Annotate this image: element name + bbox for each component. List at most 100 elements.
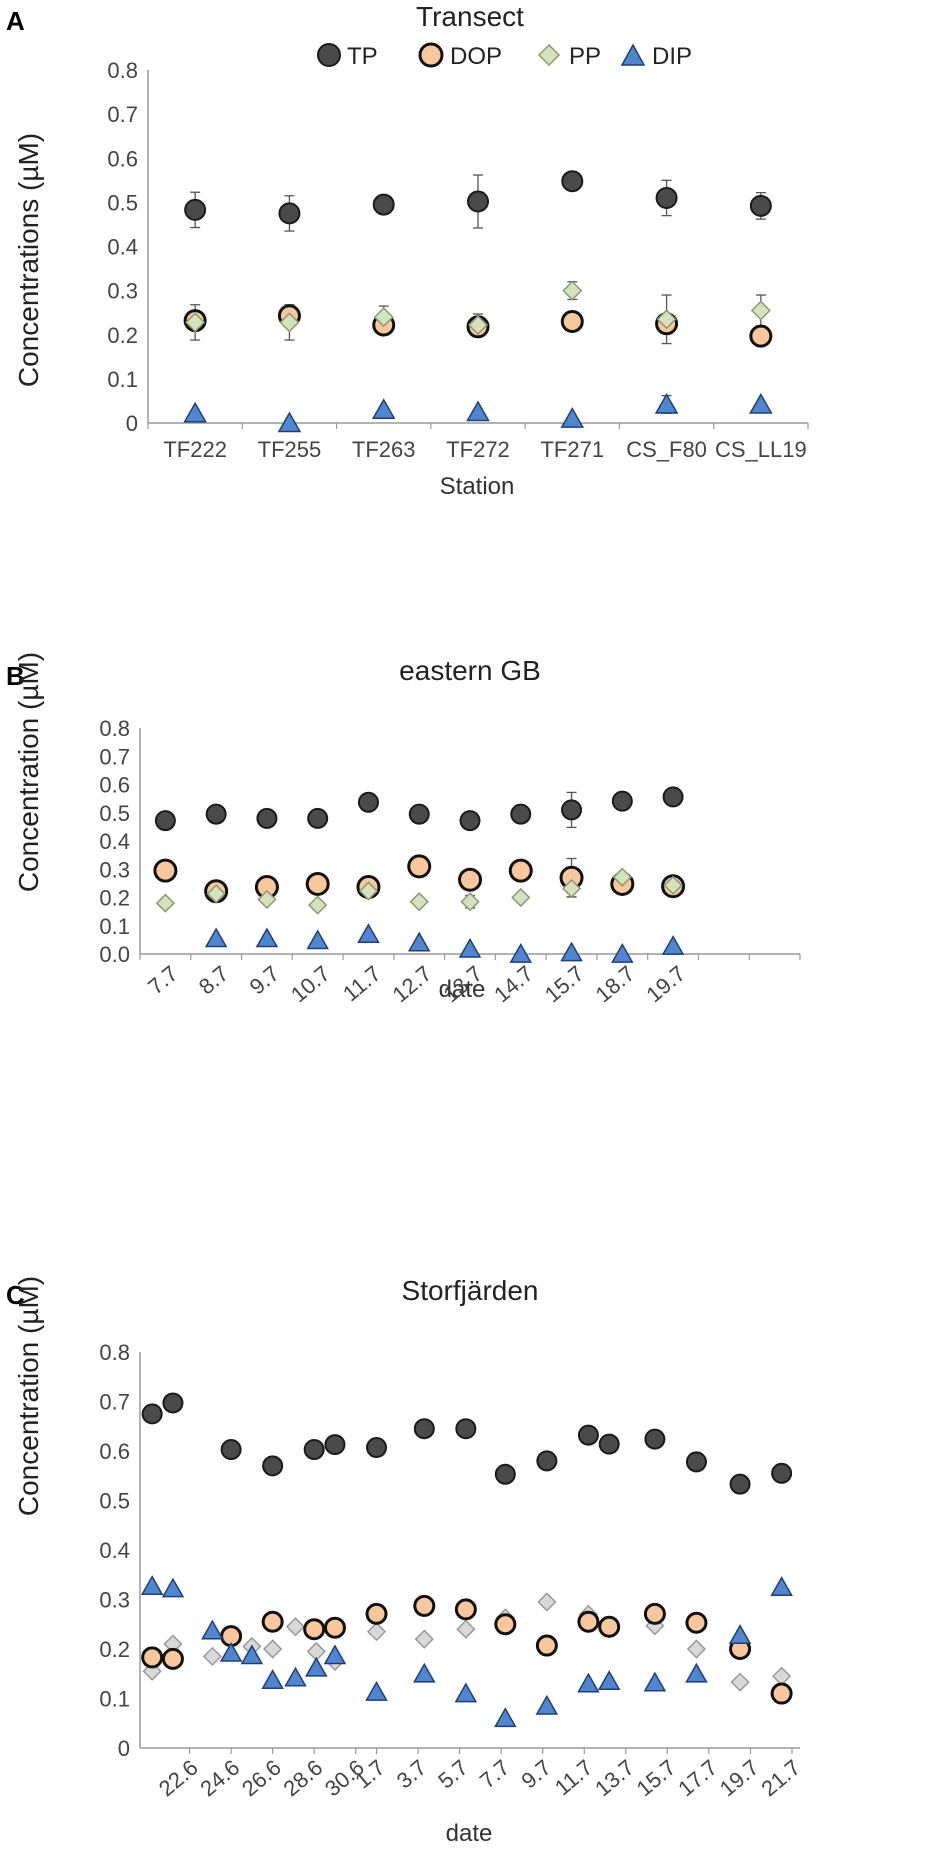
chart-c-point-tp — [598, 1433, 620, 1455]
chart-b-point-pp — [155, 893, 175, 913]
chart-c-point-tp — [220, 1439, 242, 1461]
chart-b-point-dip — [560, 941, 583, 962]
chart-b-y-tick-label: 0.3 — [99, 857, 130, 882]
chart-b-point-tp — [459, 810, 481, 832]
chart-a-point-dip — [371, 398, 396, 420]
chart-c-point-dop — [598, 1615, 621, 1638]
chart-b-point-dip — [255, 927, 279, 948]
chart-b-point-pp — [206, 884, 226, 904]
chart-c-point-pp — [202, 1646, 223, 1667]
chart-c-point-tp — [303, 1439, 325, 1461]
chart-b-point-tp — [561, 799, 583, 821]
chart-b-point-dop — [153, 858, 178, 883]
chart-c-point-dop — [141, 1646, 164, 1669]
chart-c-point-dop — [770, 1682, 793, 1705]
chart-b-point-dip — [357, 923, 380, 944]
chart-c-point-tp — [536, 1450, 558, 1472]
chart-c-x-tick-label: 5.7 — [433, 1755, 473, 1794]
chart-b-x-tick-label: 11.7 — [338, 961, 386, 1007]
chart-c-point-dip — [643, 1671, 667, 1692]
chart-c-point-dip — [413, 1662, 436, 1683]
chart-c-xlabel: date — [446, 1820, 493, 1847]
legend-dip-marker — [620, 43, 646, 66]
chart-b-x-tick-label: 9.7 — [245, 961, 285, 1000]
chart-c-y-tick-label: 0.3 — [99, 1588, 130, 1613]
chart-c-point-dip — [284, 1666, 307, 1687]
chart-c-point-tp — [771, 1462, 793, 1484]
chart-c-point-pp — [142, 1661, 162, 1681]
chart-b-point-pp — [460, 892, 480, 912]
chart-c-point-dip — [219, 1641, 243, 1662]
chart-a-point-dip — [749, 392, 773, 414]
chart-b-x-tick-label: 7.7 — [143, 961, 183, 1000]
chart-c-point-tp — [494, 1463, 516, 1485]
chart-c-x-tick-label: 24.6 — [195, 1755, 244, 1802]
chart-b-point-dip — [306, 929, 329, 950]
chart-c-point-dip — [323, 1644, 347, 1665]
chart-a-x-tick-label: TF222 — [163, 437, 227, 462]
chart-b-plot: 0.0 0.1 0.2 0.3 0.4 0.5 0.6 0.7 0.8 7.7 8.7 9.7 10.7… — [99, 716, 801, 1008]
chart-b-y-tick-label: 0.0 — [99, 942, 130, 967]
chart-c-title: Storfjärden — [402, 1275, 539, 1306]
chart-b-y-tick-label: 0.7 — [99, 744, 130, 769]
chart-b-point-tp — [611, 790, 633, 812]
chart-a-point-dip — [277, 411, 302, 433]
chart-b-point-pp — [612, 867, 632, 887]
chart-a-xlabel: Station — [440, 473, 515, 500]
chart-c-y-tick-label: 0.4 — [99, 1538, 130, 1563]
chart-c-point-tp — [455, 1418, 477, 1440]
chart-b-point-tp — [408, 803, 430, 825]
chart-c-point-dop — [494, 1613, 517, 1636]
chart-c-point-dop — [577, 1610, 600, 1633]
chart-c-point-tp — [162, 1392, 184, 1414]
chart-b-x-tick-label: 10.7 — [286, 961, 335, 1008]
chart-c-x-tick-label: 15.7 — [632, 1755, 681, 1802]
chart-b-title: eastern GB — [399, 655, 541, 686]
chart-b-point-tp — [662, 786, 684, 808]
chart-b-point-tp — [154, 810, 176, 832]
legend: TP DOP PP DIP — [317, 42, 692, 70]
chart-c-point-dop — [413, 1594, 436, 1617]
chart-a-point-tp — [655, 186, 678, 209]
chart-c-point-dop — [261, 1610, 284, 1633]
chart-a-point-pp — [279, 312, 300, 333]
chart-a-y-tick-label: 0.2 — [107, 323, 138, 348]
chart-c-point-tp — [729, 1473, 751, 1495]
chart-c-point-dop — [685, 1611, 708, 1634]
chart-b-point-dop — [305, 871, 330, 896]
chart-a-point-pp — [467, 314, 489, 336]
chart-c-x-tick-label: 19.7 — [715, 1755, 764, 1802]
chart-c-point-dop — [303, 1618, 326, 1641]
chart-c-point-dip — [305, 1656, 328, 1677]
chart-a-x-tick-label: TF263 — [352, 437, 416, 462]
chart-b-x-tick-label: 15.7 — [540, 961, 589, 1008]
chart-c-x-tick-label: 26.6 — [237, 1755, 286, 1802]
chart-c-point-tp — [324, 1434, 346, 1456]
chart-c-point-dip — [201, 1619, 224, 1640]
panel-letter-a: A — [6, 6, 25, 36]
chart-a-y-tick-label: 0.7 — [107, 102, 138, 127]
chart-a-y-tick-label: 0.5 — [107, 190, 138, 215]
chart-a-point-dip — [654, 392, 679, 414]
chart-a-point-pp — [185, 312, 206, 333]
chart-b-y-tick-label: 0.8 — [99, 716, 130, 741]
chart-a-point-dip — [183, 401, 207, 423]
panel-letter-b: B — [6, 661, 25, 691]
chart-a-y-tick-label: 0.1 — [107, 367, 138, 392]
chart-b-x-tick-label: 12.7 — [388, 961, 437, 1008]
chart-c-point-dop — [535, 1634, 558, 1657]
chart-b-point-tp — [357, 791, 379, 813]
chart-c-x-tick-label: 13.7 — [590, 1755, 639, 1802]
chart-b-y-tick-label: 0.2 — [99, 886, 130, 911]
chart-b-point-dip — [458, 937, 482, 958]
chart-b-point-tp — [205, 803, 227, 825]
chart-c-point-dip — [454, 1682, 478, 1703]
chart-c-point-dop — [323, 1616, 346, 1639]
chart-c-point-dop — [365, 1602, 388, 1625]
chart-a-x-tick-label: TF255 — [258, 437, 322, 462]
legend-dip-label: DIP — [652, 43, 692, 70]
chart-b-point-tp — [307, 807, 329, 829]
chart-b-point-dip — [661, 935, 685, 955]
chart-c-x-tick-label: 9.7 — [516, 1755, 556, 1794]
chart-a-ylabel: Concentrations (µM) — [13, 133, 44, 387]
